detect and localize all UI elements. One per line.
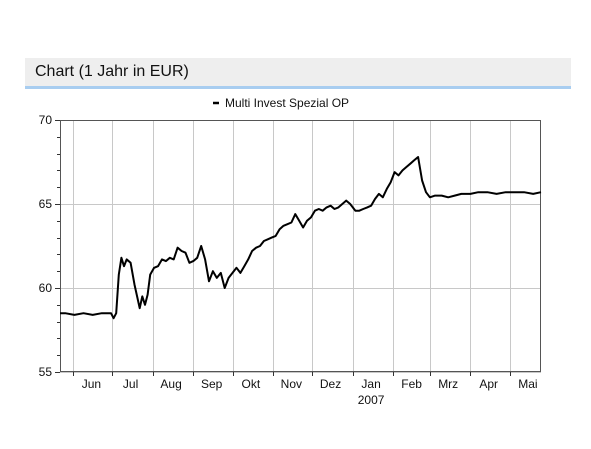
chart-header-title: Chart (1 Jahr in EUR)	[35, 63, 189, 80]
legend-label: Multi Invest Spezial OP	[225, 96, 349, 110]
x-tick-label-sep: Sep	[201, 377, 223, 391]
x-tick-label-mai: Mai	[518, 377, 537, 391]
y-tick-label: 55	[39, 365, 53, 379]
x-tick-label-aug: Aug	[160, 377, 181, 391]
series-line-0	[60, 156, 542, 320]
plot-area	[60, 120, 541, 372]
x-tick-label-jun: Jun	[82, 377, 101, 391]
y-tick-label: 65	[39, 197, 53, 211]
chart-header: Chart (1 Jahr in EUR)	[25, 58, 571, 89]
x-tick-label-jan: Jan	[361, 377, 380, 391]
y-tick-label: 70	[39, 113, 53, 127]
x-tick-label-apr: Apr	[479, 377, 498, 391]
y-tick-label: 60	[39, 281, 53, 295]
x-tick-label-okt: Okt	[241, 377, 260, 391]
x-tick-label-dez: Dez	[320, 377, 341, 391]
plot-border	[60, 120, 541, 372]
x-axis-label: 2007	[358, 393, 385, 407]
x-tick-label-nov: Nov	[281, 377, 302, 391]
x-tick-label-jul: Jul	[123, 377, 138, 391]
x-tick-label-feb: Feb	[401, 377, 422, 391]
x-tick-label-mrz: Mrz	[438, 377, 458, 391]
